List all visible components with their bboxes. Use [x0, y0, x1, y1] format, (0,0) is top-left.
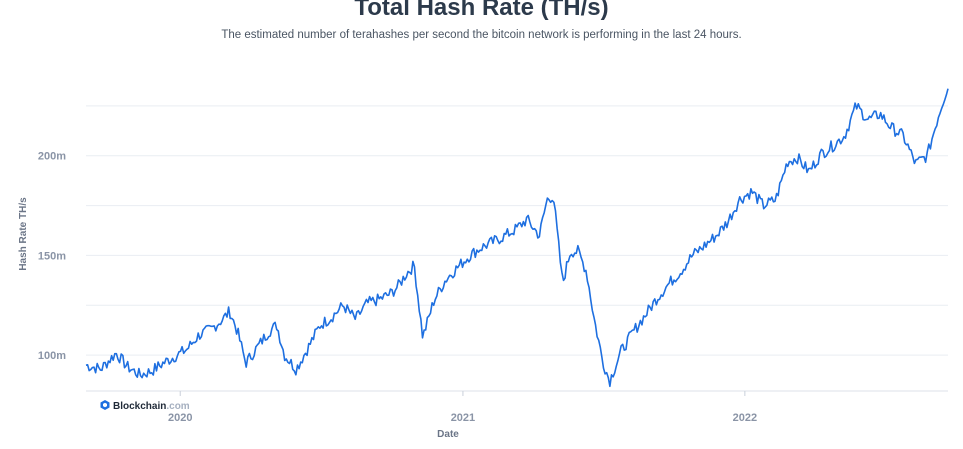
blockchain-logo-icon: [100, 400, 110, 410]
svg-text:Blockchain.com: Blockchain.com: [113, 401, 190, 412]
blockchain-watermark: Blockchain.com: [100, 400, 190, 412]
y-tick-label: 200m: [38, 151, 66, 163]
x-axis-label: Date: [437, 429, 459, 440]
y-axis-label: Hash Rate TH/s: [18, 197, 29, 271]
y-axis-ticks: 100m 150m 200m: [38, 151, 66, 362]
watermark-suffix: .com: [166, 401, 189, 412]
x-tick-label: 2021: [451, 412, 475, 424]
y-tick-label: 150m: [38, 250, 66, 262]
gridlines: [86, 105, 948, 392]
x-tick-label: 2020: [168, 412, 192, 424]
y-tick-label: 100m: [38, 350, 66, 362]
x-tick-label: 2022: [733, 412, 757, 424]
chart-subtitle: The estimated number of terahashes per s…: [221, 29, 742, 41]
hash-rate-line: [85, 88, 949, 388]
chart-title: Total Hash Rate (TH/s): [354, 0, 609, 21]
watermark-brand: Blockchain: [113, 401, 166, 412]
x-axis-ticks: 2020 2021 2022: [168, 391, 757, 424]
